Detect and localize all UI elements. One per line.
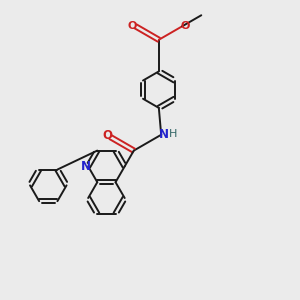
Text: N: N (158, 128, 169, 141)
Text: H: H (169, 129, 178, 139)
Text: O: O (102, 129, 112, 142)
Text: O: O (180, 21, 190, 31)
Text: O: O (128, 21, 137, 31)
Text: N: N (81, 160, 91, 173)
